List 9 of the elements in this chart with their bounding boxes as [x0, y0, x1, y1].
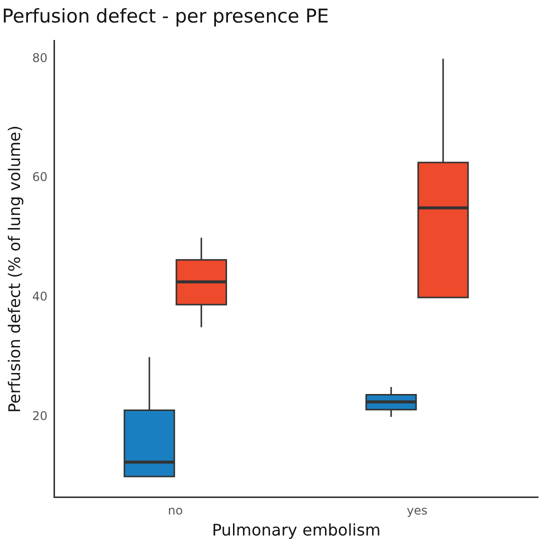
x-tick-label: no [168, 504, 183, 518]
chart-title: Perfusion defect - per presence PE [2, 5, 329, 28]
x-axis-title: Pulmonary embolism [212, 520, 381, 540]
y-tick-label: 80 [32, 50, 48, 65]
y-axis-title: Perfusion defect (% of lung volume) [4, 125, 24, 413]
y-tick-label: 20 [32, 408, 48, 423]
y-tick-label: 60 [32, 170, 48, 184]
y-tick-label: 40 [32, 290, 48, 304]
x-tick-label: yes [406, 504, 428, 518]
